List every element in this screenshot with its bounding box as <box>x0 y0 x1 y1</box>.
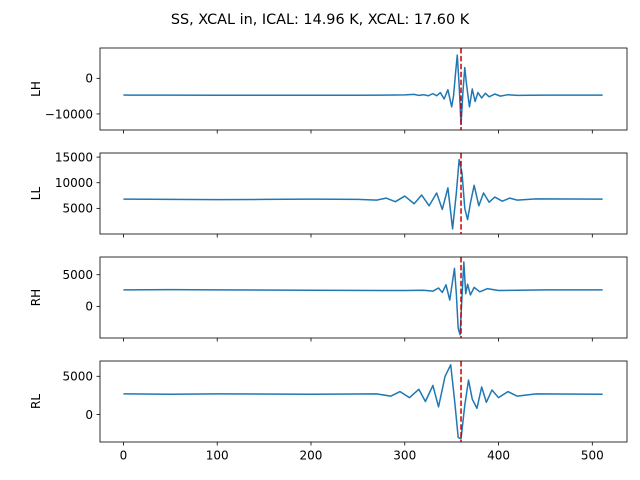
axes-frame <box>99 256 628 339</box>
axes-frame <box>99 152 628 235</box>
x-tick-label: 300 <box>393 449 416 463</box>
series-line <box>123 54 603 126</box>
x-tick-label: 100 <box>206 449 229 463</box>
panel-ll: 5000 10000 15000 LL <box>29 150 628 238</box>
y-tick-label: 5000 <box>62 202 93 216</box>
x-tick-label: 400 <box>487 449 510 463</box>
series-line <box>123 261 603 336</box>
y-tick-label: 15000 <box>55 150 93 164</box>
y-tick-label: 10000 <box>55 176 93 190</box>
y-axis-label: LH <box>29 81 43 97</box>
x-tick-label: 0 <box>120 449 128 463</box>
y-tick-label: −10000 <box>45 107 93 121</box>
chart-title: SS, XCAL in, ICAL: 14.96 K, XCAL: 17.60 … <box>171 12 470 28</box>
axes-frame <box>99 47 628 131</box>
series-line <box>123 158 603 230</box>
panel-rl: 0 5000 RL 0 100 200 300 400 500 <box>29 360 628 463</box>
y-axis-label: RL <box>29 394 43 409</box>
y-axis-label: LL <box>29 187 43 201</box>
x-tick-label: 500 <box>581 449 604 463</box>
y-tick-label: 0 <box>85 408 93 422</box>
panel-lh: −10000 0 LH <box>29 47 628 134</box>
axes-frame <box>99 360 628 443</box>
panels: −100000LH50001000015000LL05000RH05000RL0… <box>29 47 628 463</box>
y-tick-label: 0 <box>85 300 93 314</box>
panel-rh: 0 5000 RH <box>29 256 628 342</box>
y-tick-label: 0 <box>85 72 93 86</box>
y-tick-label: 5000 <box>62 370 93 384</box>
series-line <box>123 364 603 440</box>
y-axis-label: RH <box>29 289 43 306</box>
x-tick-label: 200 <box>300 449 323 463</box>
y-tick-label: 5000 <box>62 268 93 282</box>
